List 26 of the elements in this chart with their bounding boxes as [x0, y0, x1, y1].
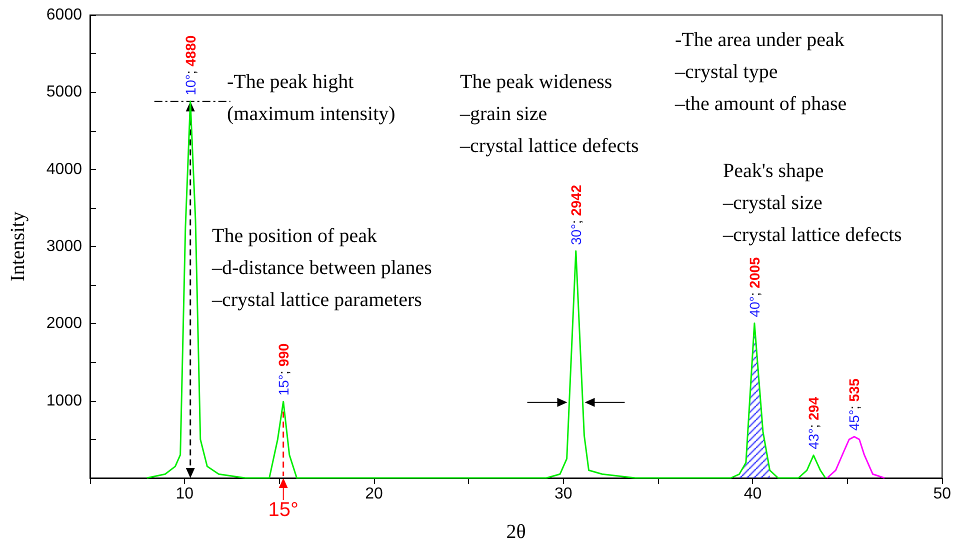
y-tick-label: 6000: [46, 6, 82, 24]
x-tick-label: 40: [744, 486, 762, 502]
annotation: Peak's shape –crystal size –crystal lattice defects: [722, 160, 902, 246]
annotation: The peak wideness –grain size –crystal lattice defects: [459, 71, 640, 157]
x-tick-label: 10: [176, 486, 194, 502]
annotation: -The area under peak –crystal type –the amount of phase: [674, 29, 847, 115]
data-label: 43°; 294: [806, 396, 822, 450]
y-tick-label: 2000: [46, 315, 82, 332]
annotation: The position of peak –d-distance between planes –crystal lattice parameters: [211, 225, 432, 311]
data-label: 45°; 535: [846, 378, 862, 431]
x-tick-label: 30: [554, 486, 572, 502]
data-label: 40°; 2005: [746, 256, 762, 318]
data-label: 30°; 2942: [568, 184, 584, 245]
data-label: 15°; 990: [275, 343, 292, 396]
x-axis-title: 2θ: [506, 521, 526, 543]
y-tick-label: 5000: [46, 84, 82, 101]
y-tick-label: 4000: [46, 160, 82, 178]
annotation: -The peak hight (maximum intensity): [227, 71, 396, 125]
annotation: 15°: [268, 499, 298, 521]
line-series: [826, 436, 886, 479]
y-tick-label: 1000: [46, 392, 82, 410]
y-axis-title: Intensity: [7, 212, 29, 282]
x-tick-label: 50: [933, 486, 952, 502]
x-tick-label: 20: [365, 486, 384, 502]
data-label: 10°; 4880: [182, 35, 198, 96]
y-tick-label: 3000: [46, 238, 82, 255]
